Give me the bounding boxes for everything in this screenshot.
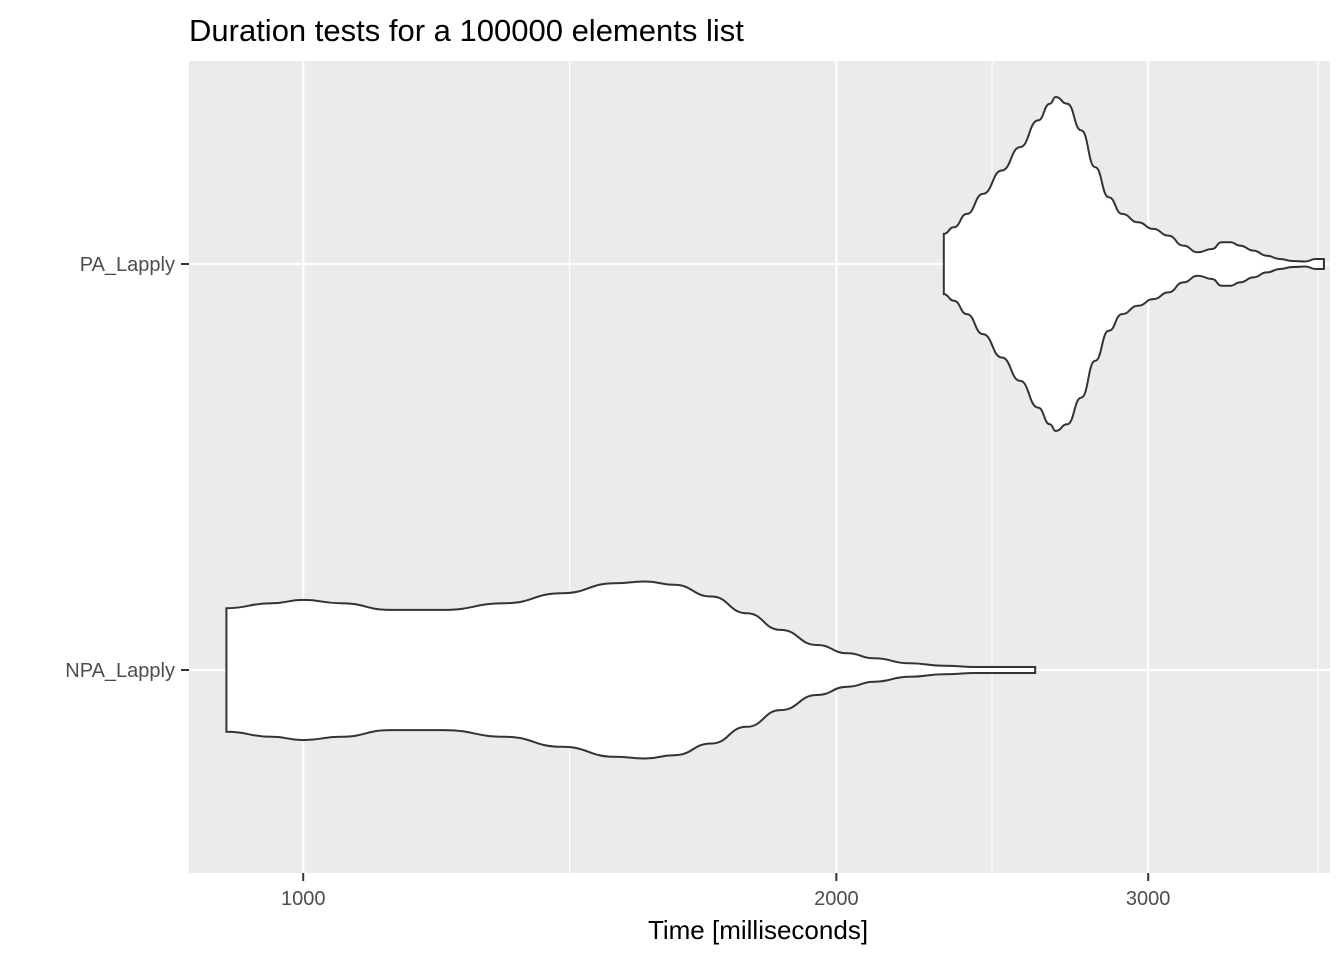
y-tick-label-0: PA_Lapply: [80, 254, 175, 276]
chart-title: Duration tests for a 100000 elements lis…: [189, 13, 744, 48]
violin-pa-lapply: [942, 95, 1325, 433]
violins: [225, 95, 1325, 760]
y-axis: PA_Lapply NPA_Lapply: [65, 254, 189, 682]
y-tick-label-1: NPA_Lapply: [65, 660, 175, 682]
x-tick-label-1: 2000: [814, 888, 859, 910]
x-axis: 1000 2000 3000: [281, 873, 1170, 910]
violin-npa-lapply: [225, 580, 1037, 760]
x-axis-title: Time [milliseconds]: [648, 915, 868, 945]
x-tick-label-2: 3000: [1126, 888, 1171, 910]
x-tick-label-0: 1000: [281, 888, 326, 910]
plot-panel: [189, 61, 1330, 873]
